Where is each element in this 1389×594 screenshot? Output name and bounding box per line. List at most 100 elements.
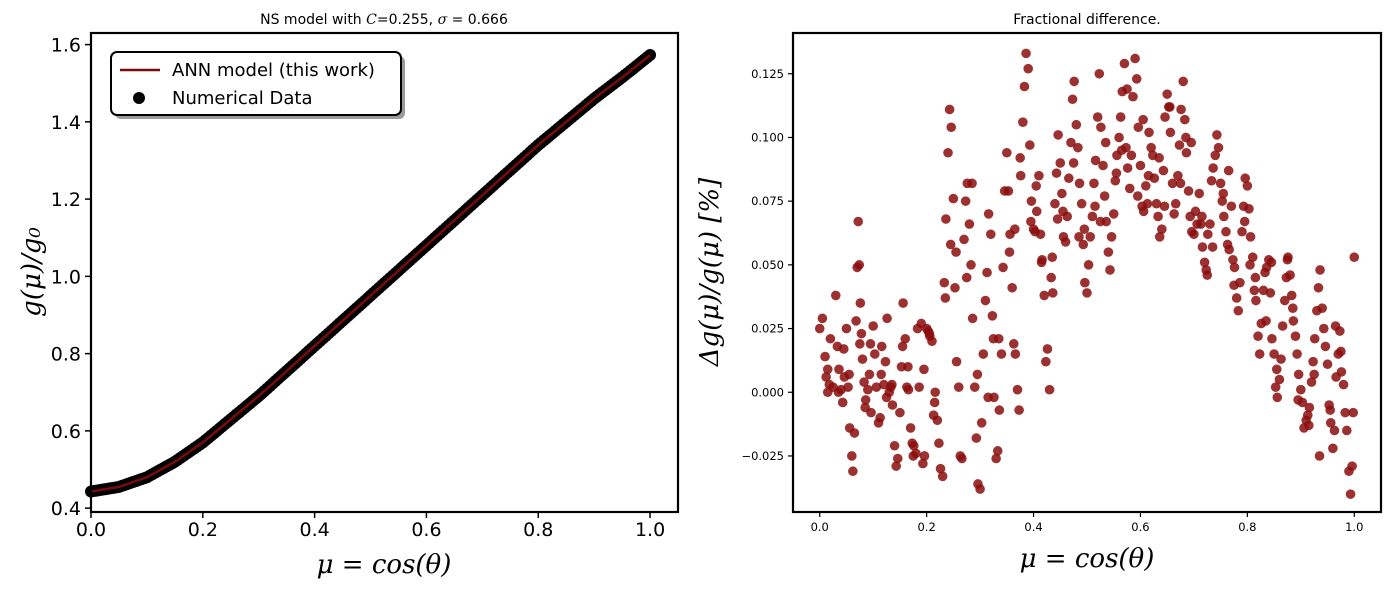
difference-point [1057,188,1067,199]
difference-point [1178,76,1189,87]
difference-point [1292,349,1302,359]
difference-point [961,272,972,283]
difference-point [1003,186,1014,196]
difference-point [1153,211,1163,222]
difference-point [1076,198,1087,209]
difference-point [1266,257,1277,268]
difference-point [914,382,924,392]
difference-point [1066,137,1076,148]
difference-point [1319,323,1329,334]
difference-point [1242,181,1253,191]
difference-point [950,282,960,293]
difference-point [881,392,892,403]
difference-point [1240,173,1251,184]
difference-point [1047,252,1058,263]
difference-point [1131,74,1142,84]
difference-point [960,196,971,206]
difference-point [1293,369,1304,380]
right-y-tick-label: 0.125 [751,67,784,81]
difference-point [1317,303,1327,313]
difference-point [1320,341,1331,352]
difference-point [1254,349,1265,359]
difference-point [1124,183,1135,194]
difference-point [927,336,937,347]
difference-point [1197,211,1207,222]
difference-point [1078,239,1089,250]
difference-point [1160,112,1170,122]
difference-point [948,193,959,204]
difference-point [1002,147,1012,158]
difference-point [1119,58,1130,69]
difference-point [905,423,916,433]
difference-point [1212,130,1222,140]
difference-point [996,349,1007,359]
difference-point [1099,191,1110,201]
difference-point [1159,201,1170,212]
difference-point [1229,262,1240,273]
left-y-tick-label: 1.4 [51,112,81,134]
difference-point [1218,188,1229,199]
difference-point [1031,181,1042,191]
difference-point [908,451,919,461]
difference-point [1036,257,1047,268]
difference-point [1114,132,1124,143]
difference-point [1014,405,1024,415]
difference-point [1340,407,1350,418]
difference-point [1044,384,1055,395]
difference-point [1071,119,1082,130]
difference-point [1035,229,1046,240]
left-x-ticks: 0.0 0.2 0.4 0.6 0.8 1.0 [76,512,665,541]
difference-point [1336,346,1346,357]
difference-point [814,323,825,334]
difference-point [1231,293,1242,303]
difference-point [1338,379,1349,390]
left-axes-frame [89,31,680,514]
difference-point [1197,242,1208,252]
difference-point [909,440,919,451]
difference-point [833,387,844,398]
difference-point [985,229,996,240]
difference-point [1007,282,1017,293]
difference-point [1250,272,1261,283]
difference-point [1251,295,1261,306]
difference-point [1215,178,1226,189]
difference-point [1309,369,1319,380]
difference-point [1018,117,1028,127]
right-chart: Fractional difference. 0.0 0.2 0.4 0.6 0.8 1.… [695,12,1383,574]
difference-point [1083,260,1094,270]
difference-point [1205,219,1215,229]
legend-entry-numerical: Numerical Data [172,88,313,109]
difference-point [1348,407,1358,418]
difference-point [1130,53,1140,64]
right-x-tick-label: 0.6 [1131,520,1149,534]
difference-point [1196,219,1206,229]
difference-point [857,354,868,364]
difference-point [1026,196,1037,206]
difference-point [882,313,892,324]
difference-point [1082,288,1092,298]
left-title-sigma-value: = 0.666 [447,12,508,28]
right-y-tick-label: 0.075 [751,194,784,208]
difference-point [1098,160,1108,171]
difference-point [1325,418,1336,428]
difference-point [1210,150,1221,161]
difference-point [859,377,869,387]
difference-point [1228,254,1238,265]
difference-point [1224,244,1234,255]
left-x-axis-label: μ = cos(θ) [317,550,452,580]
difference-point [946,122,957,133]
right-chart-title: Fractional difference. [1013,12,1161,28]
difference-point [903,361,913,372]
difference-point [1175,178,1186,189]
right-y-tick-label: 0.000 [751,385,784,399]
right-y-tick-label: 0.025 [751,322,784,336]
left-y-tick-label: 0.6 [51,421,81,443]
difference-point [1286,290,1297,301]
difference-point [1108,209,1119,219]
difference-point [853,216,864,227]
difference-point [1010,224,1020,234]
difference-point [1322,359,1333,370]
difference-point [1288,303,1298,313]
difference-point [887,400,898,410]
